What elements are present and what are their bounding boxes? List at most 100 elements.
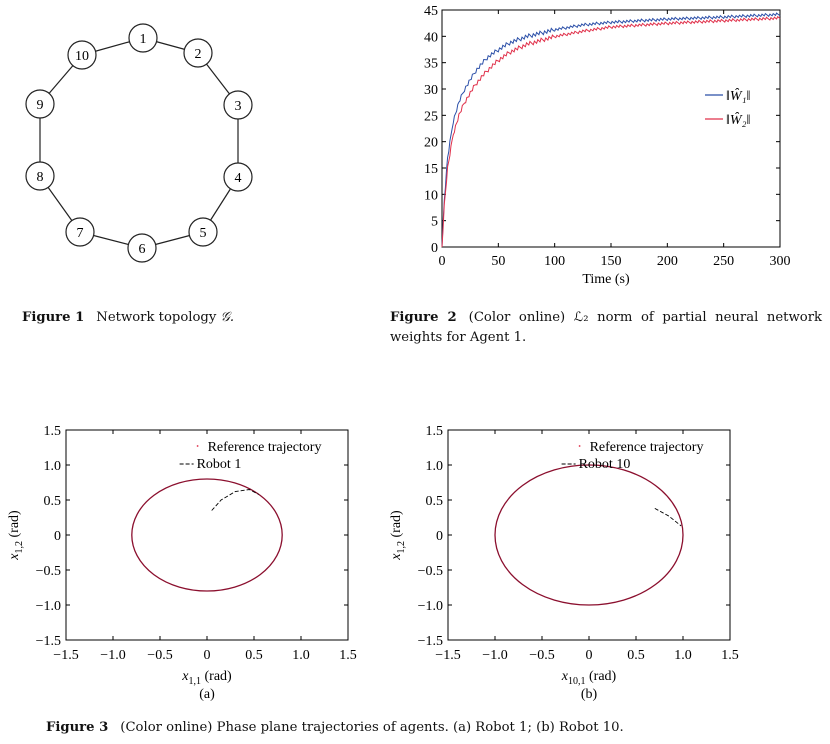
- graph-node-3: [223, 90, 253, 120]
- network-topology-graph: 1 2 3 4 5 6 7 8 9 10: [25, 23, 253, 263]
- legend-label-robot: Robot 10: [579, 457, 631, 472]
- graph-node-1: [128, 23, 158, 53]
- y-tick-label: 0.5: [426, 494, 444, 509]
- y-tick-label: 25: [424, 109, 438, 124]
- y-tick-label: 5: [431, 215, 438, 230]
- figure-3-text: (Color online) Phase plane trajectories …: [120, 720, 624, 735]
- x-tick-label: −1.0: [482, 648, 507, 663]
- x-tick-label: 1.0: [674, 648, 692, 663]
- y-tick-label: −1.0: [36, 599, 61, 614]
- y-tick-label: 40: [424, 30, 438, 45]
- x-tick-label: 1.5: [721, 648, 739, 663]
- x-tick-label: 50: [491, 254, 505, 269]
- graph-node-7: [65, 217, 95, 247]
- x-tick-label: 250: [713, 254, 734, 269]
- graph-nodes: 1 2 3 4 5 6 7 8 9 10: [25, 23, 253, 263]
- y-tick-label: 20: [424, 136, 438, 151]
- graph-node-4: [223, 162, 253, 192]
- y-axis-label: x1,2 (rad): [389, 510, 407, 561]
- legend-label-robot: Robot 1: [197, 457, 242, 472]
- x-axis-label: x10,1 (rad): [561, 669, 617, 687]
- y-tick-label: 30: [424, 83, 438, 98]
- x-tick-label: 300: [770, 254, 791, 269]
- x-tick-label: 100: [544, 254, 565, 269]
- legend-label-reference: Reference trajectory: [208, 440, 322, 455]
- legend-label-w1: ‖Ŵ₁‖: [726, 87, 750, 104]
- plot-frame: [441, 9, 781, 248]
- x-tick-label: 0: [586, 648, 593, 663]
- figure-1-symbol: 𝒢.: [220, 310, 235, 325]
- x-tick-label: −0.5: [529, 648, 554, 663]
- graph-node-10: [67, 40, 97, 70]
- y-tick-label: −0.5: [36, 564, 61, 579]
- figure-2-text: (Color online) ℒ₂ norm of partial neural…: [390, 310, 822, 345]
- x-tick-label: −0.5: [147, 648, 172, 663]
- y-tick-label: 0.5: [44, 494, 62, 509]
- series-line-w2: [441, 15, 781, 248]
- robot-trajectory: [654, 508, 682, 527]
- graph-node-label: 2: [195, 47, 202, 62]
- phase-plane-robot-10-chart: −1.5 −1.0 −0.5 0 0.5 1.0 1.5 −1.5 −1.0 −0.5 0 0.5 1.…: [389, 424, 739, 702]
- y-tick-label: 45: [424, 4, 438, 19]
- panel-label: (a): [199, 687, 215, 702]
- y-tick-label: 35: [424, 57, 438, 72]
- y-tick-label: 1.0: [426, 459, 444, 474]
- legend-label-reference: Reference trajectory: [590, 440, 704, 455]
- x-axis-label: x1,1 (rad): [181, 669, 232, 687]
- x-tick-label: 0: [439, 254, 446, 269]
- reference-trajectory: [131, 478, 283, 592]
- figure-3-caption: Figure 3 (Color online) Phase plane traje…: [46, 718, 624, 738]
- figure-2-caption: Figure 2 (Color online) ℒ₂ norm of partia…: [390, 308, 822, 348]
- graph-node-6: [127, 233, 157, 263]
- y-tick-label: 15: [424, 162, 438, 177]
- x-tick-label: 1.5: [339, 648, 357, 663]
- figure-1-label: Figure 1: [22, 310, 85, 325]
- x-tick-label: 150: [601, 254, 622, 269]
- graph-node-label: 4: [235, 171, 242, 186]
- graph-node-label: 8: [37, 170, 44, 185]
- phase-plane-robot-1-chart: −1.5 −1.0 −0.5 0 0.5 1.0 1.5 −1.5 −1.0 −0.5 0 0.5 1.…: [7, 424, 357, 702]
- graph-node-label: 9: [37, 98, 44, 113]
- figure-2-label: Figure 2: [390, 310, 457, 325]
- graph-node-9: [25, 89, 55, 119]
- y-tick-label: 10: [424, 188, 438, 203]
- graph-node-label: 7: [77, 226, 84, 241]
- x-tick-label: 1.0: [292, 648, 310, 663]
- y-tick-label: 0: [54, 529, 61, 544]
- panel-label: (b): [581, 687, 598, 702]
- legend-marker-reference: [578, 445, 581, 447]
- y-tick-label: −1.0: [418, 599, 443, 614]
- x-tick-label: 200: [657, 254, 678, 269]
- x-tick-label: −1.5: [53, 648, 78, 663]
- x-tick-label: 0.5: [627, 648, 645, 663]
- graph-node-5: [188, 217, 218, 247]
- graph-node-label: 5: [200, 226, 207, 241]
- weight-norm-chart: 0 50 100 150 200 250 300 0 5 10 15 20 25 30 35 40 45 Time…: [424, 4, 791, 287]
- legend-label-w2: ‖Ŵ₂‖: [726, 111, 750, 128]
- reference-trajectory: [494, 464, 684, 606]
- graph-node-label: 10: [75, 49, 89, 64]
- graph-node-8: [25, 161, 55, 191]
- graph-node-label: 3: [235, 99, 242, 114]
- y-tick-label: −0.5: [418, 564, 443, 579]
- robot-trajectory: [211, 489, 259, 511]
- x-tick-label: 0.5: [245, 648, 263, 663]
- x-tick-label: −1.0: [100, 648, 125, 663]
- y-tick-label: 1.5: [44, 424, 62, 439]
- y-tick-label: 1.0: [44, 459, 62, 474]
- series-line-w1: [441, 12, 781, 248]
- figure-1-caption: Figure 1 Network topology 𝒢.: [22, 308, 234, 328]
- y-axis-label: x1,2 (rad): [7, 510, 25, 561]
- figure-1-text: Network topology: [96, 310, 217, 325]
- graph-node-2: [183, 38, 213, 68]
- graph-edges: [39, 37, 239, 249]
- legend-marker-reference: [196, 445, 199, 447]
- x-axis-label: Time (s): [582, 272, 630, 287]
- y-tick-label: −1.5: [418, 634, 443, 649]
- graph-node-label: 1: [140, 32, 147, 47]
- y-tick-label: 0: [436, 529, 443, 544]
- y-tick-label: −1.5: [36, 634, 61, 649]
- x-tick-label: −1.5: [435, 648, 460, 663]
- y-tick-label: 0: [431, 241, 438, 256]
- x-tick-label: 0: [204, 648, 211, 663]
